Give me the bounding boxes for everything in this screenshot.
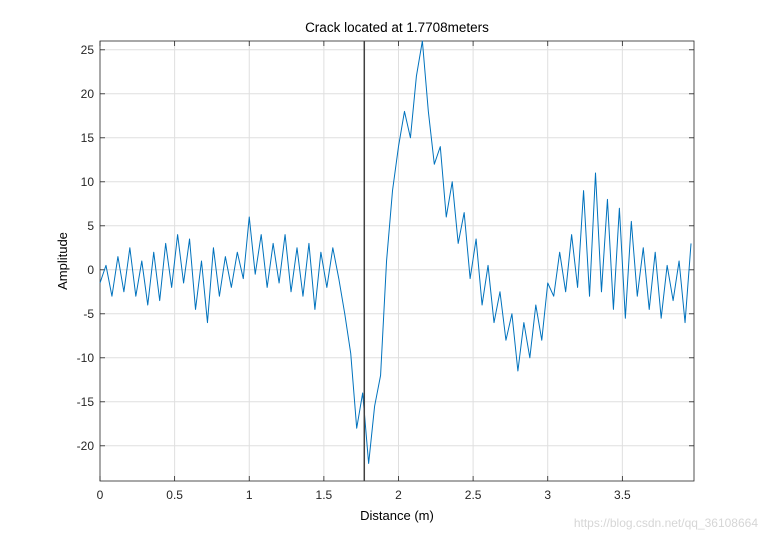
label-layer: 0 0.5 1 1.5 2 2.5 3 3.5 -20 -15 -10 -5 0 5 10 15 20 25 Cra… [55,20,631,523]
x-tick-label: 3 [544,488,551,502]
x-tick-label: 0.5 [166,488,183,502]
watermark: https://blog.csdn.net/qq_36108664 [573,516,758,530]
y-axis-label: Amplitude [55,232,70,290]
x-tick-label: 2.5 [465,488,482,502]
x-tick-label: 3.5 [614,488,631,502]
y-tick-label: 10 [81,175,95,189]
chart-title: Crack located at 1.7708meters [305,20,489,35]
x-tick-label: 0 [97,488,104,502]
x-tick-label: 1.5 [316,488,333,502]
y-tick-label: -5 [83,307,94,321]
y-tick-label: -20 [77,439,95,453]
x-tick-label: 1 [246,488,253,502]
series-layer [99,40,692,464]
y-tick-label: -15 [77,395,95,409]
y-tick-label: 20 [81,87,95,101]
axes-box [99,40,695,482]
y-tick-label: 25 [81,43,95,57]
y-tick-label: 15 [81,131,95,145]
plot-background [100,41,694,481]
y-tick-label: 5 [87,219,94,233]
axes-layer [99,40,695,482]
series-line [99,40,692,464]
grid-layer [100,41,694,481]
y-tick-label: 0 [87,263,94,277]
x-axis-label: Distance (m) [360,508,434,523]
x-tick-label: 2 [395,488,402,502]
y-tick-label: -10 [77,351,95,365]
